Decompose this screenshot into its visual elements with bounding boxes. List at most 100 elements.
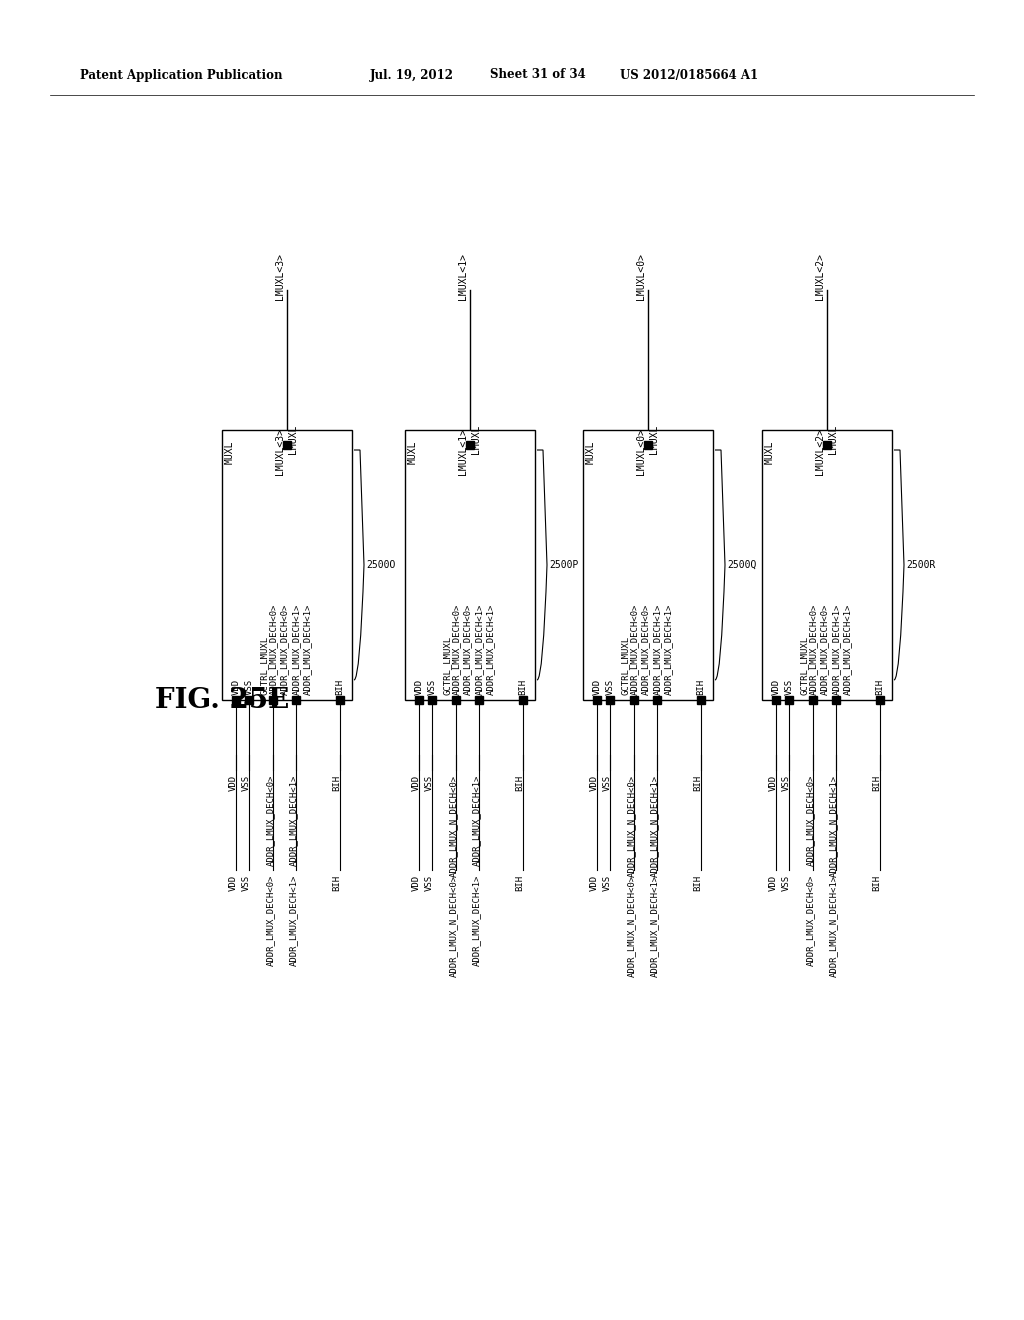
- Bar: [762, 430, 892, 700]
- Text: LMUXL: LMUXL: [828, 425, 838, 454]
- Text: LMUXL<0>: LMUXL<0>: [636, 428, 646, 475]
- Text: ADDR_LMUX_DECH<0>: ADDR_LMUX_DECH<0>: [809, 603, 817, 696]
- Text: LMUXL: LMUXL: [471, 425, 481, 454]
- Text: 2500R: 2500R: [906, 560, 935, 570]
- Polygon shape: [292, 696, 300, 704]
- Text: ADDR_LMUX_DECH<0>: ADDR_LMUX_DECH<0>: [268, 603, 278, 696]
- Text: BIH: BIH: [693, 875, 702, 891]
- Text: 2500P: 2500P: [549, 560, 579, 570]
- Text: VSS: VSS: [784, 678, 794, 696]
- Text: VSS: VSS: [242, 775, 251, 791]
- Bar: [222, 430, 352, 700]
- Polygon shape: [630, 696, 638, 704]
- Text: ADDR_LMUX_N_DECH<1>: ADDR_LMUX_N_DECH<1>: [828, 775, 838, 876]
- Bar: [406, 430, 535, 700]
- Polygon shape: [823, 441, 831, 449]
- Text: VSS: VSS: [602, 875, 611, 891]
- Text: ADDR_LMUX_N_DECH<1>: ADDR_LMUX_N_DECH<1>: [828, 875, 838, 977]
- Text: 2500O: 2500O: [366, 560, 395, 570]
- Polygon shape: [269, 696, 278, 704]
- Text: VSS: VSS: [245, 678, 254, 696]
- Text: GCTRL_LMUXL: GCTRL_LMUXL: [442, 636, 452, 696]
- Text: ADDR_LMUX_N_DECH<1>: ADDR_LMUX_N_DECH<1>: [649, 875, 658, 977]
- Text: ADDR_LMUX_DECH<1>: ADDR_LMUX_DECH<1>: [471, 875, 480, 966]
- Text: ADDR_LMUX_DECH<1>: ADDR_LMUX_DECH<1>: [289, 875, 298, 966]
- Text: VDD: VDD: [771, 678, 780, 696]
- Text: VSS: VSS: [242, 875, 251, 891]
- Text: VDD: VDD: [593, 678, 601, 696]
- Text: LMUXL: LMUXL: [649, 425, 659, 454]
- Text: LMUXL<3>: LMUXL<3>: [275, 253, 285, 300]
- Text: BIH: BIH: [336, 678, 344, 696]
- Text: VSS: VSS: [425, 775, 433, 791]
- Polygon shape: [831, 696, 840, 704]
- Text: ADDR_LMUX_DECH<1>: ADDR_LMUX_DECH<1>: [831, 603, 841, 696]
- Text: ADDR_LMUX_DECH<1>: ADDR_LMUX_DECH<1>: [474, 603, 483, 696]
- Polygon shape: [336, 696, 344, 704]
- Polygon shape: [809, 696, 817, 704]
- Bar: [583, 430, 713, 700]
- Text: GCTRL_LMUXL: GCTRL_LMUXL: [621, 636, 630, 696]
- Text: VSS: VSS: [605, 678, 614, 696]
- Text: ADDR_LMUX_N_DECH<0>: ADDR_LMUX_N_DECH<0>: [449, 775, 458, 876]
- Polygon shape: [475, 696, 483, 704]
- Polygon shape: [428, 696, 436, 704]
- Text: ADDR_LMUX_N_DECH<0>: ADDR_LMUX_N_DECH<0>: [449, 875, 458, 977]
- Text: LMUXL<1>: LMUXL<1>: [458, 253, 468, 300]
- Text: BIH: BIH: [515, 875, 524, 891]
- Text: ADDR_LMUX_DECH<1>: ADDR_LMUX_DECH<1>: [302, 603, 311, 696]
- Text: ADDR_LMUX_DECH<1>: ADDR_LMUX_DECH<1>: [471, 775, 480, 866]
- Text: BIH: BIH: [872, 875, 882, 891]
- Polygon shape: [245, 696, 253, 704]
- Text: VDD: VDD: [590, 775, 598, 791]
- Text: ADDR_LMUX_DECH<0>: ADDR_LMUX_DECH<0>: [819, 603, 828, 696]
- Text: VDD: VDD: [768, 775, 777, 791]
- Polygon shape: [772, 696, 780, 704]
- Text: VDD: VDD: [412, 775, 421, 791]
- Text: LMUXL<2>: LMUXL<2>: [815, 253, 825, 300]
- Text: VDD: VDD: [228, 875, 238, 891]
- Text: VDD: VDD: [412, 875, 421, 891]
- Text: VSS: VSS: [781, 775, 791, 791]
- Text: US 2012/0185664 A1: US 2012/0185664 A1: [620, 69, 758, 82]
- Text: VSS: VSS: [427, 678, 436, 696]
- Text: VSS: VSS: [425, 875, 433, 891]
- Text: GCTRL_LMUXL: GCTRL_LMUXL: [800, 636, 809, 696]
- Text: ADDR_LMUX_DECH<1>: ADDR_LMUX_DECH<1>: [485, 603, 495, 696]
- Text: BIH: BIH: [333, 875, 341, 891]
- Text: LMUXL<1>: LMUXL<1>: [458, 428, 468, 475]
- Text: ADDR_LMUX_DECH<1>: ADDR_LMUX_DECH<1>: [652, 603, 662, 696]
- Text: MUXL: MUXL: [225, 440, 234, 463]
- Text: ADDR_LMUX_DECH<0>: ADDR_LMUX_DECH<0>: [280, 603, 289, 696]
- Polygon shape: [283, 441, 291, 449]
- Text: BIH: BIH: [872, 775, 882, 791]
- Text: ADDR_LMUX_DECH<1>: ADDR_LMUX_DECH<1>: [664, 603, 673, 696]
- Text: VDD: VDD: [768, 875, 777, 891]
- Polygon shape: [232, 696, 240, 704]
- Text: ADDR_LMUX_N_DECH<0>: ADDR_LMUX_N_DECH<0>: [627, 875, 636, 977]
- Text: MUXL: MUXL: [586, 440, 596, 463]
- Text: ADDR_LMUX_DECH<0>: ADDR_LMUX_DECH<0>: [265, 875, 274, 966]
- Polygon shape: [653, 696, 662, 704]
- Polygon shape: [415, 696, 423, 704]
- Text: LMUXL<0>: LMUXL<0>: [636, 253, 646, 300]
- Text: Patent Application Publication: Patent Application Publication: [80, 69, 283, 82]
- Text: VSS: VSS: [781, 875, 791, 891]
- Text: MUXL: MUXL: [408, 440, 418, 463]
- Text: ADDR_LMUX_DECH<1>: ADDR_LMUX_DECH<1>: [843, 603, 852, 696]
- Text: ADDR_LMUX_DECH<0>: ADDR_LMUX_DECH<0>: [640, 603, 649, 696]
- Text: ADDR_LMUX_DECH<0>: ADDR_LMUX_DECH<0>: [265, 775, 274, 866]
- Text: ADDR_LMUX_DECH<0>: ADDR_LMUX_DECH<0>: [630, 603, 639, 696]
- Text: VDD: VDD: [231, 678, 241, 696]
- Polygon shape: [606, 696, 614, 704]
- Text: VDD: VDD: [415, 678, 424, 696]
- Text: BIH: BIH: [518, 678, 527, 696]
- Polygon shape: [452, 696, 460, 704]
- Text: MUXL: MUXL: [765, 440, 775, 463]
- Polygon shape: [593, 696, 601, 704]
- Text: LMUXL: LMUXL: [288, 425, 298, 454]
- Text: BIH: BIH: [696, 678, 706, 696]
- Polygon shape: [697, 696, 705, 704]
- Text: ADDR_LMUX_DECH<0>: ADDR_LMUX_DECH<0>: [463, 603, 471, 696]
- Text: ADDR_LMUX_N_DECH<1>: ADDR_LMUX_N_DECH<1>: [649, 775, 658, 876]
